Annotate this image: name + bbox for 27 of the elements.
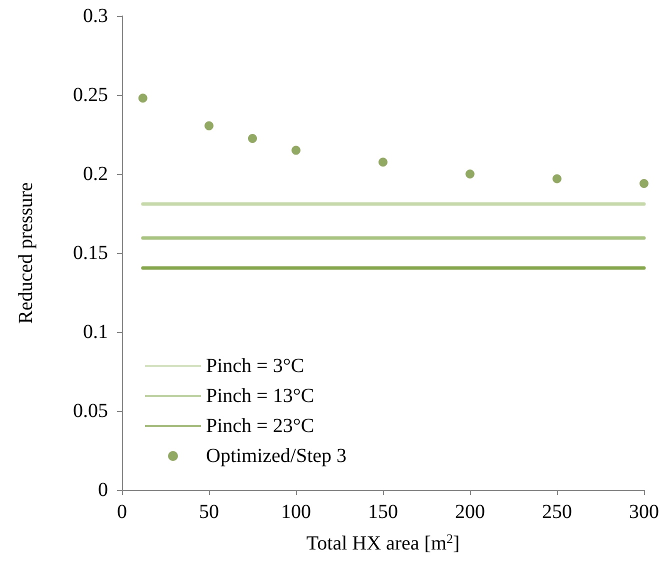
y-tick-label: 0.1 bbox=[83, 321, 108, 343]
legend-label: Pinch = 23°C bbox=[206, 415, 314, 437]
x-tick-label: 300 bbox=[629, 501, 659, 523]
point bbox=[292, 146, 300, 155]
x-tick-label: 250 bbox=[542, 501, 572, 523]
x-tick-label: 50 bbox=[199, 501, 219, 523]
y-axis-title: Reduced pressure bbox=[15, 182, 37, 324]
point bbox=[640, 178, 648, 188]
x-tick-label: 200 bbox=[455, 501, 485, 523]
point bbox=[138, 94, 148, 103]
point bbox=[552, 174, 562, 184]
legend-label: Optimized/Step 3 bbox=[206, 445, 347, 467]
legend-label: Pinch = 3°C bbox=[206, 355, 304, 377]
point bbox=[378, 158, 388, 167]
y-tick-label: 0.2 bbox=[83, 163, 108, 185]
y-tick-label: 0 bbox=[98, 479, 108, 501]
point bbox=[204, 121, 214, 130]
x-tick-label: 150 bbox=[368, 501, 398, 523]
y-tick-label: 0.25 bbox=[73, 84, 108, 106]
y-tick-label: 0.15 bbox=[73, 242, 108, 264]
y-tick-label: 0.3 bbox=[83, 5, 108, 27]
point bbox=[248, 134, 257, 143]
y-tick-label: 0.05 bbox=[73, 400, 108, 422]
point bbox=[466, 170, 474, 178]
x-tick-label: 0 bbox=[117, 501, 127, 523]
legend-label: Pinch = 13°C bbox=[206, 385, 314, 407]
x-tick-label: 100 bbox=[281, 501, 311, 523]
